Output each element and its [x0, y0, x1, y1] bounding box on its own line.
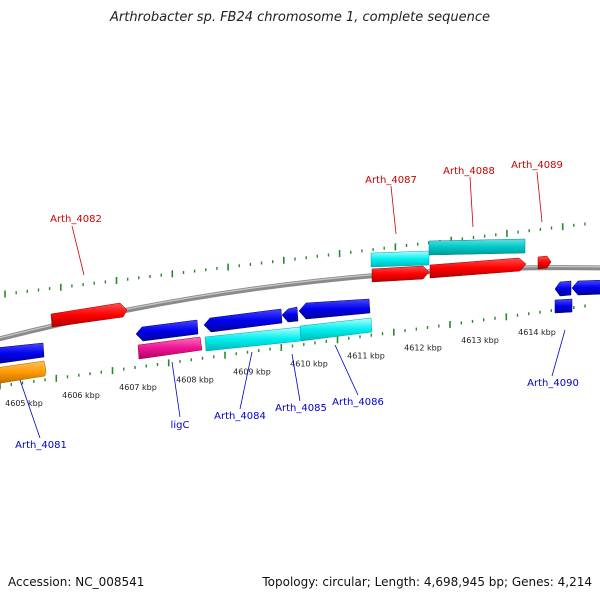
kbp-label-4614: 4614 kbp: [518, 328, 556, 337]
gene-label-arth-4088[interactable]: Arth_4088: [443, 166, 495, 177]
gene-ligc-arrow[interactable]: [137, 336, 203, 360]
kbp-tick-labels: 4605 kbp 4606 kbp 4607 kbp 4608 kbp 4609 kbp…: [5, 328, 556, 408]
gene-arth-4090-arrow[interactable]: [554, 298, 573, 314]
gene-arth-4082-feature[interactable]: [50, 302, 128, 328]
leader-arth-4085: [291, 353, 301, 402]
gene-arth-4085-feature[interactable]: [281, 306, 299, 323]
leader-arth-4089: [536, 171, 543, 223]
accession-text: Accession: NC_008541: [8, 575, 145, 589]
leader-ligc: [171, 361, 181, 418]
kbp-label-4610: 4610 kbp: [290, 360, 328, 369]
gene-arth-4086-arrow[interactable]: [299, 317, 373, 342]
gene-label-arth-4084[interactable]: Arth_4084: [214, 411, 266, 422]
gene-label-arth-4082[interactable]: Arth_4082: [50, 214, 102, 225]
gene-label-ligc[interactable]: ligC: [171, 420, 190, 431]
leader-arth-4088: [469, 176, 474, 228]
gene-label-arth-4086[interactable]: Arth_4086: [332, 397, 384, 408]
gene-label-arth-4087[interactable]: Arth_4087: [365, 175, 417, 186]
gene-arth-4090-feature[interactable]: [554, 280, 572, 297]
gene-arth-4088-feature[interactable]: [428, 238, 526, 256]
kbp-label-4612: 4612 kbp: [404, 344, 442, 353]
leader-arth-4086: [334, 344, 359, 396]
gene-label-arth-4085[interactable]: Arth_4085: [275, 403, 327, 414]
gene-arth-4087-arrow[interactable]: [371, 265, 430, 283]
gene-label-arth-4090[interactable]: Arth_4090: [527, 378, 579, 389]
leader-arth-4090: [551, 329, 566, 377]
leader-arth-4087: [390, 185, 397, 235]
kbp-label-4609: 4609 kbp: [233, 367, 271, 376]
bottom-tick-rail: [0, 304, 586, 390]
gene-arth-4088-arrow[interactable]: [429, 257, 527, 279]
leader-arth-4084: [239, 351, 253, 410]
kbp-label-4605: 4605 kbp: [5, 399, 43, 408]
gene-arth-4091-feature[interactable]: [571, 279, 600, 296]
gene-arth-4086-feature[interactable]: [298, 298, 371, 320]
top-tick-rail: [4, 222, 586, 298]
gene-arth-4081-arrow[interactable]: [0, 360, 47, 384]
map-title: Arthrobacter sp. FB24 chromosome 1, comp…: [109, 10, 491, 25]
gene-label-arth-4081[interactable]: Arth_4081: [15, 440, 67, 451]
genome-summary-text: Topology: circular; Length: 4,698,945 bp…: [262, 575, 592, 589]
leader-arth-4081: [19, 379, 41, 439]
gene-arth-4081-feature[interactable]: [0, 342, 45, 364]
kbp-label-4606: 4606 kbp: [62, 391, 100, 400]
kbp-label-4608: 4608 kbp: [176, 375, 214, 384]
kbp-label-4611: 4611 kbp: [347, 352, 385, 361]
gene-arth-4089-arrow[interactable]: [537, 255, 552, 270]
leader-arth-4082: [71, 225, 85, 276]
gene-arth-4084-feature[interactable]: [203, 308, 283, 333]
kbp-label-4613: 4613 kbp: [461, 336, 499, 345]
gene-label-arth-4089[interactable]: Arth_4089: [511, 160, 563, 171]
gene-ligc-feature[interactable]: [135, 319, 199, 342]
kbp-label-4607: 4607 kbp: [119, 383, 157, 392]
gene-arth-4087-feature[interactable]: [370, 250, 430, 268]
